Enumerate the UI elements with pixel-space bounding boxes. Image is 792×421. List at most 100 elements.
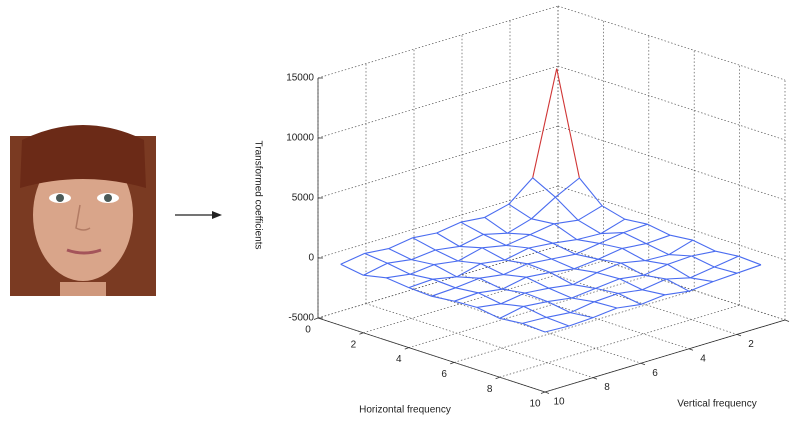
mesh-edge <box>575 253 599 260</box>
mesh-edge <box>456 276 480 279</box>
mesh-edge <box>551 253 576 260</box>
mesh-edge <box>670 234 694 241</box>
mesh-edge <box>529 223 555 236</box>
mesh-edge <box>456 263 482 278</box>
mesh-edge <box>616 303 642 309</box>
mesh-edge <box>647 223 671 236</box>
mesh-edge <box>664 290 690 296</box>
mesh-edge <box>457 247 483 262</box>
mesh-edge <box>640 294 666 305</box>
mesh-edge <box>524 287 550 294</box>
mesh-edge <box>691 255 715 268</box>
grid-line <box>317 5 559 79</box>
mesh-edge <box>643 263 668 276</box>
grid-line <box>461 274 690 350</box>
tick-mark <box>540 391 546 394</box>
mesh-edge <box>454 300 478 308</box>
tick-mark <box>404 347 409 350</box>
mesh-edge <box>601 205 626 220</box>
mesh-edge <box>544 325 570 333</box>
mesh-edge <box>620 262 644 276</box>
mesh-edge <box>690 266 715 279</box>
mesh-edge <box>409 273 433 280</box>
mesh-edge <box>688 281 714 292</box>
mesh-edge <box>484 203 509 218</box>
face-photo <box>10 125 156 296</box>
mesh-edge <box>692 239 716 252</box>
z-tick-label: 10000 <box>286 133 314 144</box>
z-tick-label: 0 <box>308 253 314 264</box>
tick-mark <box>544 391 550 394</box>
mesh-edge <box>385 277 410 289</box>
mesh-edge <box>459 245 483 249</box>
y-axis-label: Vertical frequency <box>677 399 757 410</box>
mesh-edge <box>553 223 578 241</box>
mesh-edge <box>552 242 576 255</box>
mesh-edge <box>666 278 690 292</box>
mesh-edge <box>432 276 457 280</box>
mesh-edge <box>412 232 437 239</box>
mesh-edge <box>436 221 461 234</box>
mesh-edge <box>572 272 598 286</box>
x-axis-label: Horizontal frequency <box>359 405 451 416</box>
mesh-edge <box>507 232 531 236</box>
mesh-edge <box>715 250 739 257</box>
y-tick-label: 10 <box>553 397 565 408</box>
mesh-edge <box>668 239 694 256</box>
mesh-edge <box>597 247 623 260</box>
tick-mark <box>784 319 790 322</box>
mesh-edge <box>431 287 456 297</box>
x-tick-label: 2 <box>351 339 357 350</box>
x-tick-label: 6 <box>441 369 447 380</box>
mesh-edge <box>548 284 573 289</box>
mesh-edge <box>364 252 388 264</box>
mesh-edge <box>666 277 691 280</box>
mesh-edge <box>642 289 666 296</box>
x-tick-label: 4 <box>396 354 402 365</box>
tick-mark <box>688 348 694 351</box>
grid-line <box>509 260 738 335</box>
grid-line <box>317 125 559 199</box>
mesh-edge <box>363 262 388 276</box>
mesh-edge <box>411 249 436 261</box>
z-tick-label: 15000 <box>286 73 314 84</box>
mesh-edge <box>568 317 594 327</box>
mesh-edge <box>618 289 643 294</box>
mesh-edge <box>529 234 553 244</box>
mesh-edge <box>504 259 528 265</box>
grid-line <box>413 288 642 364</box>
mesh-edge <box>550 268 575 273</box>
mesh-edge <box>554 219 579 225</box>
mesh-edge <box>645 243 670 256</box>
mesh-edge <box>408 287 432 297</box>
z-axis-label: Transformed coefficients <box>252 141 263 250</box>
mesh-edge <box>477 292 502 305</box>
z-tick-label: -5000 <box>288 313 314 324</box>
mesh-edge <box>532 177 556 198</box>
mesh-edge <box>555 196 579 221</box>
mesh-edge <box>644 254 670 262</box>
mesh-edge <box>551 258 575 270</box>
mesh-edge <box>547 301 571 314</box>
mesh-edge <box>432 278 456 289</box>
mesh-edge <box>531 218 555 225</box>
mesh-edge <box>546 316 570 327</box>
grid-line <box>557 65 786 141</box>
grid-line <box>363 260 604 334</box>
mesh-edge <box>573 258 599 270</box>
mesh-edge <box>388 248 412 261</box>
grid-line <box>408 275 649 348</box>
mesh-edge <box>481 247 506 261</box>
mesh-edge <box>499 305 524 319</box>
mesh-edge <box>484 216 508 234</box>
mesh-edge <box>576 239 600 244</box>
mesh-edge <box>622 243 647 249</box>
mesh-edge <box>504 247 530 261</box>
mesh-edge <box>508 177 534 205</box>
mesh-edge <box>620 260 645 264</box>
mesh-edge <box>623 223 648 234</box>
arrow <box>175 211 222 219</box>
mesh-edge <box>714 266 738 274</box>
mesh-edge <box>547 297 572 303</box>
